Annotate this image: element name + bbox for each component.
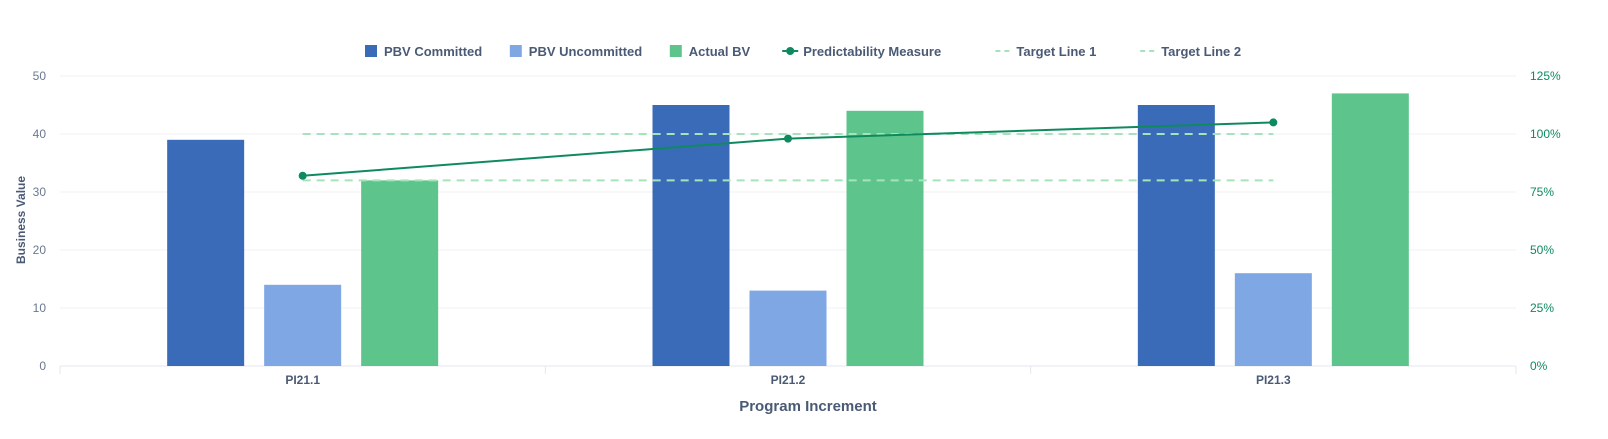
y-axis-right: 0% 25% 50% 75% 100% 125%	[1530, 69, 1561, 373]
y-axis-left: 0 10 20 30 40 50	[33, 69, 47, 373]
x-tick-label: PI21.2	[771, 373, 806, 387]
legend-swatch	[365, 45, 377, 57]
y2-tick-label: 50%	[1530, 243, 1554, 257]
legend-item-pbv-uncommitted: PBV Uncommitted	[509, 44, 642, 59]
legend-label: Actual BV	[689, 44, 751, 59]
legend-swatch	[669, 45, 682, 57]
y-axis-title: Business Value	[14, 176, 28, 264]
bar-actual-bv	[361, 180, 439, 366]
legend-label: Target Line 1	[1016, 44, 1096, 59]
y2-tick-label: 100%	[1530, 127, 1561, 141]
y2-tick-label: 125%	[1530, 69, 1561, 83]
predictability-point	[784, 134, 792, 143]
legend-item-actual-bv: Actual BV	[669, 44, 751, 59]
x-axis-title: Program Increment	[739, 398, 877, 415]
legend: PBV Committed PBV Uncommitted Actual BV Pre…	[365, 44, 1241, 59]
predictability-point	[1269, 118, 1278, 127]
y2-tick-label: 75%	[1530, 185, 1554, 199]
lines	[298, 118, 1278, 182]
y-tick-label: 50	[33, 69, 47, 83]
legend-item-target-line-1: Target Line 1	[995, 44, 1096, 59]
x-tick-label: PI21.3	[1256, 373, 1291, 387]
predictability-point	[298, 171, 307, 180]
legend-label: Predictability Measure	[803, 44, 941, 59]
bar-pbv-uncommitted	[264, 284, 342, 366]
legend-label: Target Line 2	[1161, 44, 1241, 59]
legend-marker	[786, 47, 795, 55]
x-axis: PI21.1 PI21.2 PI21.3	[285, 373, 1291, 387]
bar-pbv-committed	[167, 139, 245, 366]
bar-pbv-uncommitted	[749, 290, 827, 366]
bar-actual-bv	[846, 110, 924, 366]
y-tick-label: 30	[33, 185, 47, 199]
y2-tick-label: 0%	[1530, 359, 1548, 373]
legend-label: PBV Uncommitted	[529, 44, 642, 59]
y-tick-label: 0	[39, 359, 46, 373]
bar-pbv-uncommitted	[1234, 273, 1312, 366]
y-tick-label: 40	[33, 127, 47, 141]
legend-item-target-line-2: Target Line 2	[1140, 44, 1241, 59]
predictability-line	[302, 121, 1274, 177]
bars	[167, 93, 1409, 367]
bar-pbv-committed	[1137, 105, 1215, 366]
y-tick-label: 10	[33, 301, 47, 315]
legend-label: PBV Committed	[384, 44, 482, 59]
x-tick-label: PI21.1	[285, 373, 320, 387]
legend-swatch	[509, 45, 522, 57]
y2-tick-label: 25%	[1530, 301, 1554, 315]
legend-item-predictability-measure: Predictability Measure	[782, 44, 941, 59]
y-tick-label: 20	[33, 243, 47, 257]
legend-item-pbv-committed: PBV Committed	[365, 44, 482, 59]
bar-actual-bv	[1331, 93, 1409, 367]
